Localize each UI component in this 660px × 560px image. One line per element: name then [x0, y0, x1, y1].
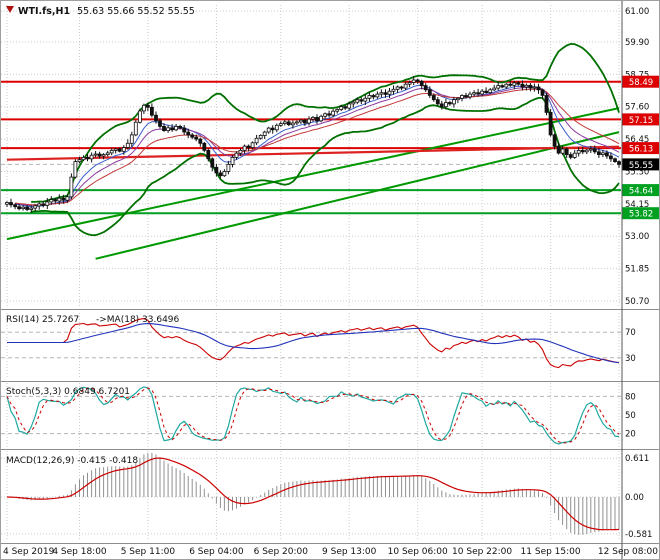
price-direction-icon: [6, 6, 14, 13]
chart-symbol-title: WTI.fs,H1: [18, 6, 70, 17]
price-label: 54.64: [622, 184, 659, 197]
svg-text:58.49: 58.49: [629, 78, 653, 88]
time-axis-label: 10 Sep 06:00: [388, 547, 448, 557]
axis-tick-label: 54.15: [625, 200, 649, 210]
axis-tick-label: 55.30: [625, 168, 649, 178]
time-axis-label: 4 Sep 2019: [3, 547, 55, 557]
axis-tick-label: 20: [625, 430, 636, 440]
axis-tick-label: 53.00: [625, 232, 649, 242]
time-axis-label: 12 Sep 08:00: [598, 547, 658, 557]
price-label: 56.13: [622, 142, 659, 155]
time-axis-label: 6 Sep 04:00: [189, 547, 244, 557]
time-axis-label: 5 Sep 11:00: [121, 547, 176, 557]
macd-indicator-label: MACD(12,26,9) -0.415 -0.418: [6, 456, 138, 466]
bollinger-bands: [31, 43, 620, 237]
time-axis-label: 10 Sep 22:00: [452, 547, 512, 557]
axis-tick-label: 30: [625, 354, 636, 364]
price-label: 55.55: [622, 158, 659, 171]
trendlines[interactable]: [6, 107, 620, 260]
axis-tick-label: 80: [625, 392, 636, 402]
macd-panel: 0.611 0.00 -0.581: [1, 453, 652, 540]
axis-tick-label: 58.75: [625, 70, 649, 80]
stochastic-panel: 80 50 20: [1, 386, 636, 445]
svg-text:56.13: 56.13: [629, 145, 653, 155]
axis-tick-label: 50.70: [625, 297, 649, 307]
axis-tick-label: 51.85: [625, 265, 649, 275]
svg-text:53.82: 53.82: [629, 210, 653, 220]
axis-tick-label: 56.45: [625, 135, 649, 145]
moving-average-ribbon: [14, 84, 620, 208]
rsi-ma-label: ->MA(18) 33.6496: [96, 315, 180, 325]
svg-text:55.55: 55.55: [629, 161, 653, 171]
price-label: 58.49: [622, 75, 659, 88]
chart-ohlc-values: 55.63 55.66 55.52 55.55: [77, 6, 195, 17]
axis-tick-label: 59.90: [625, 38, 649, 48]
candles-layer: [5, 76, 621, 213]
rsi-indicator-label: RSI(14) 25.7267: [6, 315, 79, 325]
axis-tick-label: 0.611: [625, 454, 649, 464]
time-axis-label: 4 Sep 18:00: [52, 547, 107, 557]
axis-tick-label: -0.581: [625, 530, 652, 540]
price-label: 53.82: [622, 207, 659, 220]
axis-tick-label: 0.00: [625, 493, 644, 503]
svg-text:54.64: 54.64: [629, 187, 653, 197]
time-axis-label: 6 Sep 20:00: [254, 547, 309, 557]
time-axis-label: 11 Sep 15:00: [521, 547, 581, 557]
axis-tick-label: 57.60: [625, 103, 649, 113]
price-level-lines[interactable]: [1, 80, 621, 215]
price-axis: 61.00 59.90 58.75 57.60 56.45 55.30 54.15 53.00…: [622, 7, 659, 307]
svg-text:57.15: 57.15: [629, 116, 653, 126]
time-axis-label: 9 Sep 13:00: [322, 547, 377, 557]
price-label: 57.15: [622, 113, 659, 126]
rsi-panel: 70 30: [1, 318, 636, 369]
stochastic-indicator-label: Stoch(5,3,3) 0.6849 6.7201: [6, 387, 130, 397]
axis-tick-label: 61.00: [625, 7, 649, 17]
axis-tick-label: 50: [625, 411, 636, 421]
axis-tick-label: 70: [625, 328, 636, 338]
